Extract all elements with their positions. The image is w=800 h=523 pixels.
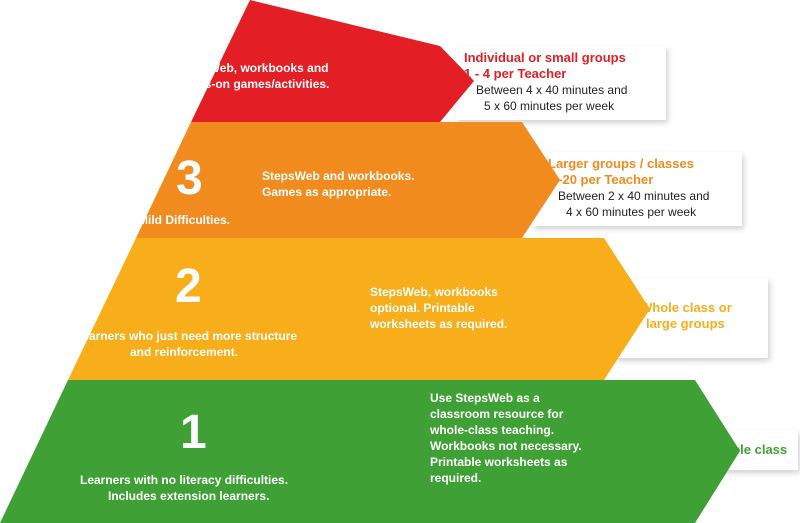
tier2-appr-l1: StepsWeb, workbooks — [370, 285, 498, 299]
tier4-right-b2: 5 x 60 minutes per week — [484, 99, 615, 113]
tier1-appr-l6: required. — [430, 471, 481, 485]
tier4-right-h1: Individual or small groups — [464, 50, 626, 65]
tier2-title-l1: Learners who just need more structure — [75, 329, 297, 343]
tier1-appr-l5: Printable worksheets as — [430, 455, 568, 469]
tier2-right-h2: large groups — [646, 316, 725, 331]
tier3-appr-l2: Games as appropriate. — [262, 185, 391, 199]
tier3-appr-l1: StepsWeb and workbooks. — [262, 169, 414, 183]
tier3-right-h2: 5–20 per Teacher — [548, 172, 653, 187]
tier1-appr-l3: whole-class teaching. — [429, 423, 554, 437]
pyramid-infographic: 4 High Needs. StepsWeb, workbooks and ha… — [0, 0, 800, 523]
tier3-right-h1: Larger groups / classes — [548, 156, 694, 171]
tier3-title: Mild Difficulties. — [138, 213, 230, 227]
tier1-title-l2: Includes extension learners. — [108, 489, 269, 503]
tier2-right-h1: Whole class or — [640, 300, 732, 315]
tier4-number: 4 — [114, 48, 141, 101]
tier2-number: 2 — [175, 260, 202, 313]
tier4-appr-l1: StepsWeb, workbooks and — [176, 61, 328, 75]
tier2-title-l2: and reinforcement. — [130, 345, 238, 359]
tier3-number: 3 — [176, 152, 203, 205]
tier3-right-b1: Between 2 x 40 minutes and — [558, 189, 709, 203]
tier4-appr-l2: hands-on games/activities. — [176, 77, 329, 91]
tier1-number: 1 — [180, 406, 207, 459]
tier4-title: High Needs. — [90, 105, 159, 119]
tier1-appr-l4: Workbooks not necessary. — [430, 439, 582, 453]
tier2-appr-l2: optional. Printable — [370, 301, 475, 315]
tier1-title-l1: Learners with no literacy difficulties. — [80, 473, 288, 487]
tier4-right-h2: 1 - 4 per Teacher — [464, 66, 566, 81]
tier3-right-b2: 4 x 60 minutes per week — [566, 205, 697, 219]
tier1-appr-l2: classroom resource for — [430, 407, 564, 421]
tier1-right-h1: Whole class — [712, 442, 787, 457]
tier1-appr-l1: Use StepsWeb as a — [430, 391, 540, 405]
tier4-right-b1: Between 4 x 40 minutes and — [476, 83, 627, 97]
tier2-appr-l3: worksheets as required. — [369, 317, 507, 331]
